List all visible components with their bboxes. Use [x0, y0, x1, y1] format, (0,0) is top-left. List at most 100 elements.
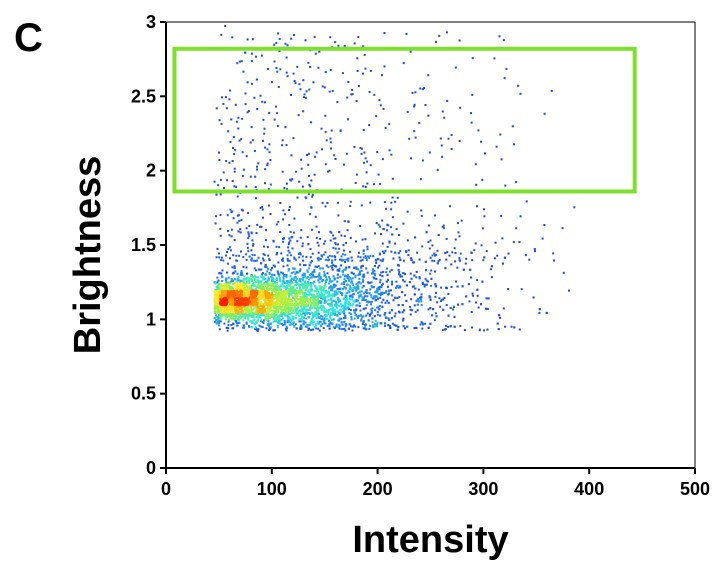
data-point	[306, 269, 309, 272]
data-point	[226, 179, 228, 182]
data-point	[241, 174, 244, 177]
data-point	[334, 41, 337, 44]
data-point	[504, 325, 507, 328]
data-point	[231, 280, 234, 282]
data-point	[219, 315, 222, 318]
data-point	[225, 305, 228, 308]
data-point	[345, 302, 348, 305]
data-point	[367, 255, 369, 258]
data-point	[298, 318, 301, 321]
data-point	[286, 188, 288, 191]
data-point	[256, 319, 259, 322]
data-point	[301, 299, 304, 302]
data-point	[355, 283, 358, 285]
data-point	[329, 278, 331, 281]
data-point	[317, 279, 320, 282]
data-point	[213, 306, 216, 309]
data-point	[321, 148, 323, 151]
data-point	[427, 224, 430, 227]
data-point	[390, 208, 393, 211]
data-point	[268, 151, 271, 154]
data-point	[391, 280, 394, 283]
data-point	[339, 275, 342, 278]
data-point	[334, 258, 337, 261]
data-point	[246, 272, 249, 275]
data-point	[327, 256, 330, 259]
data-point	[300, 158, 303, 161]
data-point	[347, 277, 350, 280]
data-point	[247, 287, 250, 290]
data-point	[290, 290, 293, 293]
data-point	[242, 281, 245, 284]
data-point	[241, 151, 244, 154]
data-point	[313, 295, 316, 298]
data-point	[381, 242, 384, 245]
data-point	[253, 277, 256, 279]
data-point	[243, 315, 246, 318]
data-point	[474, 242, 477, 245]
data-point	[230, 308, 233, 311]
data-point	[383, 32, 386, 34]
data-point	[380, 284, 383, 287]
data-point	[388, 241, 391, 244]
data-point	[355, 240, 357, 243]
data-point	[220, 122, 223, 125]
data-point	[457, 222, 459, 225]
data-point	[312, 293, 315, 296]
data-point	[363, 299, 366, 302]
data-point	[379, 292, 382, 295]
data-point	[257, 268, 260, 271]
data-point	[303, 306, 306, 309]
data-point	[272, 290, 275, 293]
data-point	[232, 311, 235, 314]
data-point	[404, 294, 407, 297]
data-point	[322, 327, 325, 329]
data-point	[364, 323, 367, 326]
data-point	[253, 254, 256, 257]
data-point	[331, 89, 334, 92]
data-point	[364, 67, 367, 70]
data-point	[372, 286, 375, 289]
data-point	[372, 297, 375, 300]
data-point	[325, 291, 328, 294]
data-point	[236, 221, 239, 224]
data-point	[541, 237, 544, 240]
data-point	[230, 280, 232, 283]
data-point	[561, 227, 564, 230]
data-point	[272, 329, 275, 332]
data-point	[307, 163, 310, 166]
data-point	[309, 299, 311, 302]
data-point	[332, 326, 335, 329]
data-point	[323, 302, 326, 304]
data-point	[299, 310, 302, 313]
data-point	[300, 306, 303, 309]
data-point	[227, 248, 230, 251]
data-point	[409, 308, 412, 311]
data-point	[385, 290, 388, 293]
data-point	[213, 310, 216, 313]
data-point	[221, 96, 223, 99]
data-point	[315, 307, 318, 310]
data-point	[364, 295, 367, 298]
data-point	[351, 93, 354, 96]
data-point	[239, 228, 242, 231]
data-point	[337, 304, 340, 307]
data-point	[219, 305, 222, 308]
data-point	[499, 133, 502, 136]
data-point	[242, 70, 245, 73]
data-point	[301, 310, 304, 313]
data-point	[379, 104, 382, 107]
data-point	[412, 285, 415, 288]
data-point	[232, 271, 235, 274]
data-point	[319, 324, 322, 327]
data-point	[290, 37, 293, 40]
data-point	[401, 304, 404, 306]
data-point	[518, 241, 521, 243]
data-point	[263, 287, 265, 290]
data-point	[288, 295, 290, 298]
data-point	[282, 240, 285, 243]
data-point	[310, 322, 313, 325]
data-point	[302, 283, 305, 285]
data-point	[480, 303, 482, 306]
data-point	[356, 288, 359, 290]
